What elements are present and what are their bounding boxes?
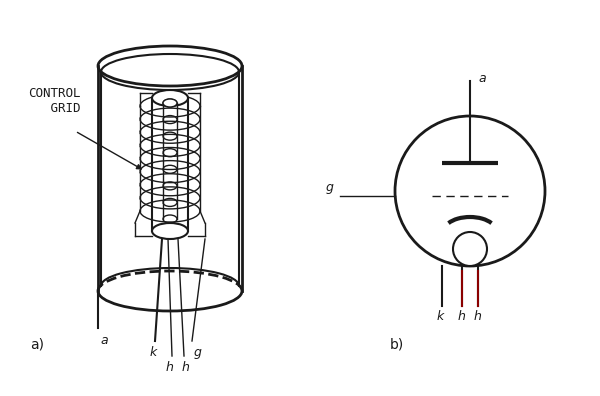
Text: a): a) xyxy=(30,337,44,351)
Text: k: k xyxy=(149,346,157,359)
Ellipse shape xyxy=(152,223,188,239)
Text: a: a xyxy=(100,334,107,347)
Text: h: h xyxy=(458,310,466,323)
Text: g: g xyxy=(325,181,333,194)
Circle shape xyxy=(395,116,545,266)
Ellipse shape xyxy=(163,99,177,107)
Text: g: g xyxy=(194,346,202,359)
Text: h: h xyxy=(474,310,482,323)
Text: k: k xyxy=(436,310,443,323)
Text: h: h xyxy=(166,361,174,374)
Text: CONTROL
   GRID: CONTROL GRID xyxy=(28,87,80,115)
Circle shape xyxy=(453,232,487,266)
Text: b): b) xyxy=(390,337,404,351)
Text: h: h xyxy=(182,361,190,374)
Text: a: a xyxy=(478,72,485,84)
Ellipse shape xyxy=(152,90,188,106)
